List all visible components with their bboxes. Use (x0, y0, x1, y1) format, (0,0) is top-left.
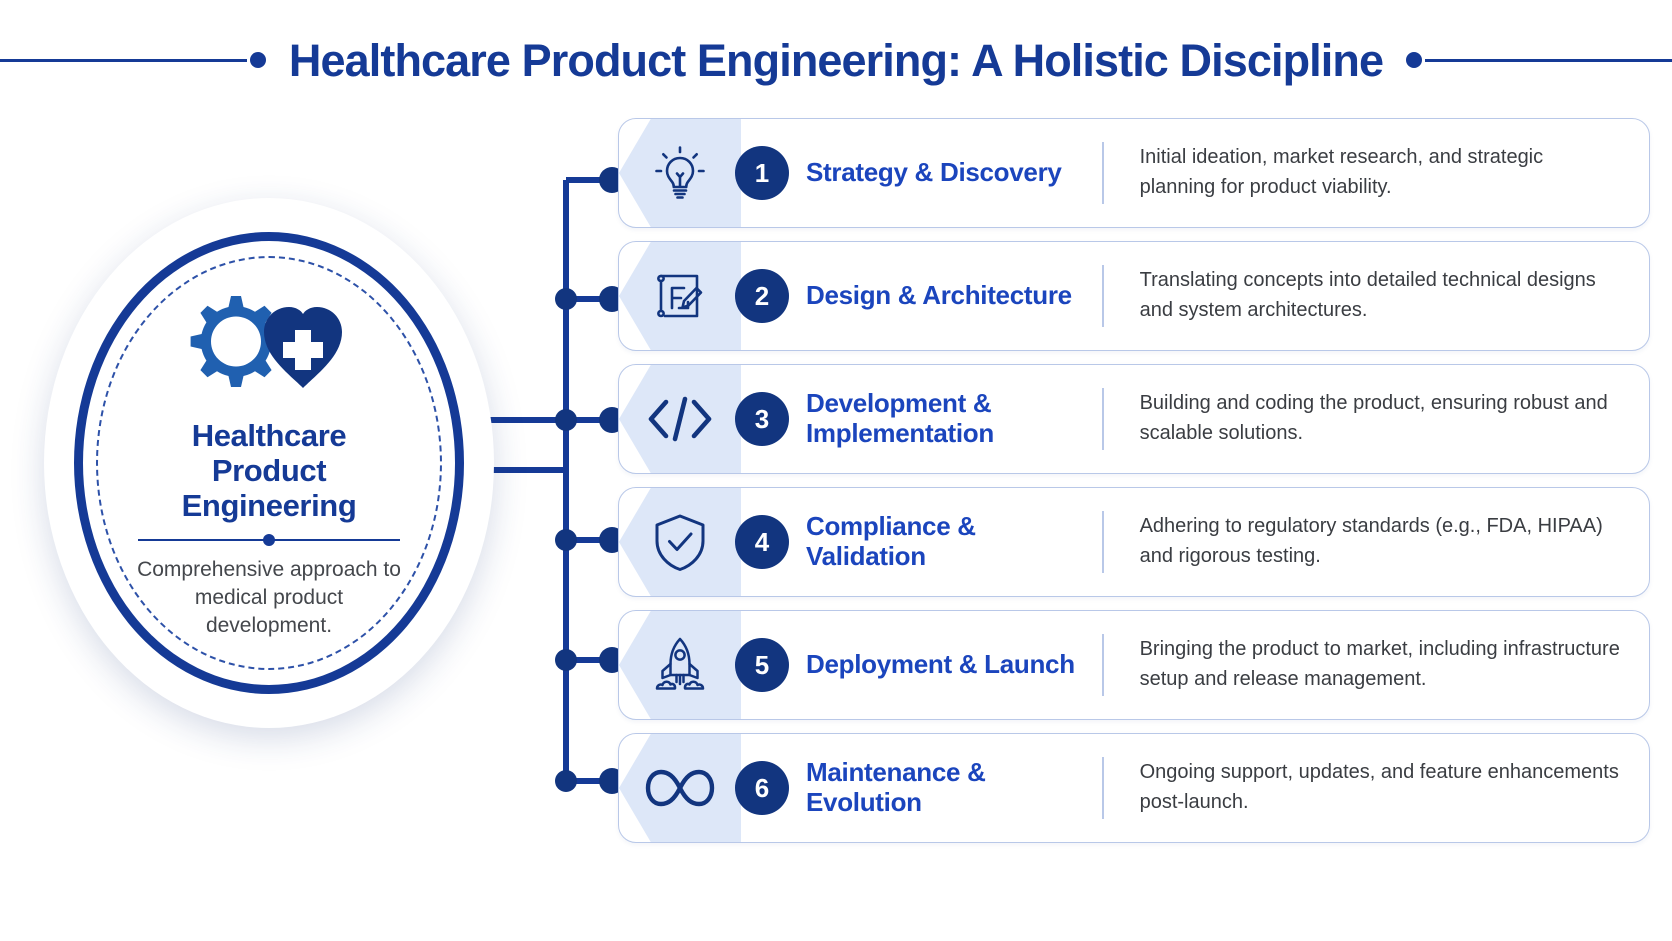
step-hexagon-6 (619, 734, 741, 842)
header-dot-right-icon (1406, 52, 1423, 68)
connector-node-2 (555, 288, 577, 310)
step-title-3: Development & Implementation (806, 388, 994, 448)
step-divider-3 (1102, 388, 1104, 450)
step-description-4: Adhering to regulatory standards (e.g., … (1139, 515, 1603, 567)
step-divider-2 (1102, 265, 1104, 327)
step-description-5: Bringing the product to market, includin… (1139, 638, 1620, 690)
step-title-1: Strategy & Discovery (806, 157, 1062, 188)
header-rule-left (0, 58, 247, 62)
step-row-1[interactable]: 1 Strategy & Discovery Initial ideation,… (618, 118, 1650, 228)
infinity-icon (645, 769, 715, 807)
step-title-2: Design & Architecture (806, 280, 1072, 311)
step-row-6[interactable]: 6 Maintenance & Evolution Ongoing suppor… (618, 733, 1650, 843)
step-hexagon-2 (619, 242, 741, 350)
badge-title: Healthcare Product Engineering (182, 418, 357, 523)
step-number-2: 2 (735, 269, 789, 323)
step-row-4[interactable]: 4 Compliance & Validation Adhering to re… (618, 487, 1650, 597)
blueprint-pencil-icon (657, 274, 703, 318)
step-number-1: 1 (735, 146, 789, 200)
step-description-6: Ongoing support, updates, and feature en… (1139, 761, 1619, 813)
step-description-1: Initial ideation, market research, and s… (1139, 146, 1544, 198)
step-number-3: 3 (735, 392, 789, 446)
shield-check-icon (655, 514, 705, 571)
step-number-5: 5 (735, 638, 789, 692)
step-divider-6 (1102, 757, 1104, 819)
step-row-3[interactable]: 3 Development & Implementation Building … (618, 364, 1650, 474)
gear-heart-cross-icon (190, 296, 342, 388)
step-divider-5 (1102, 634, 1104, 696)
badge-dashed-ring (96, 256, 442, 670)
badge-divider (138, 534, 400, 547)
connector-node-6 (555, 770, 577, 792)
step-hexagon-4 (619, 488, 741, 596)
step-title-6: Maintenance & Evolution (806, 757, 986, 817)
steps-list: 1 Strategy & Discovery Initial ideation,… (618, 118, 1650, 843)
step-hexagon-3 (619, 365, 741, 473)
badge-title-line-2: Product (211, 453, 327, 489)
header-dot-left-icon (249, 52, 266, 68)
step-title-4: Compliance & Validation (806, 511, 976, 571)
step-description-3: Building and coding the product, ensurin… (1139, 392, 1608, 444)
step-hexagon-1 (619, 119, 741, 227)
badge-title-line-3: Engineering (181, 488, 357, 524)
step-divider-1 (1102, 142, 1104, 204)
step-row-2[interactable]: 2 Design & Architecture Translating conc… (618, 241, 1650, 351)
central-badge: Healthcare Product Engineering Comprehen… (44, 198, 494, 728)
step-row-5[interactable]: 5 Deployment & Launch Bringing the produ… (618, 610, 1650, 720)
connector-node-5 (555, 649, 577, 671)
step-number-4: 4 (735, 515, 789, 569)
code-brackets-icon (648, 396, 712, 442)
page-title: Healthcare Product Engineering: A Holist… (288, 34, 1384, 86)
badge-description: Comprehensive approach to medical produc… (137, 558, 401, 638)
badge-title-line-1: Healthcare (191, 418, 347, 453)
rocket-icon (655, 637, 705, 690)
step-description-2: Translating concepts into detailed techn… (1139, 269, 1596, 321)
step-divider-4 (1102, 511, 1104, 573)
step-title-5: Deployment & Launch (806, 649, 1075, 680)
page-header: Healthcare Product Engineering: A Holist… (0, 0, 1672, 120)
badge-divider-dot-icon (263, 534, 275, 547)
connector-node-3 (555, 409, 577, 431)
lightbulb-icon (655, 146, 705, 199)
step-hexagon-5 (619, 611, 741, 719)
badge-content: Healthcare Product Engineering Comprehen… (114, 268, 424, 658)
step-number-6: 6 (735, 761, 789, 815)
header-rule-right (1425, 58, 1672, 62)
connector-node-4 (555, 529, 577, 551)
